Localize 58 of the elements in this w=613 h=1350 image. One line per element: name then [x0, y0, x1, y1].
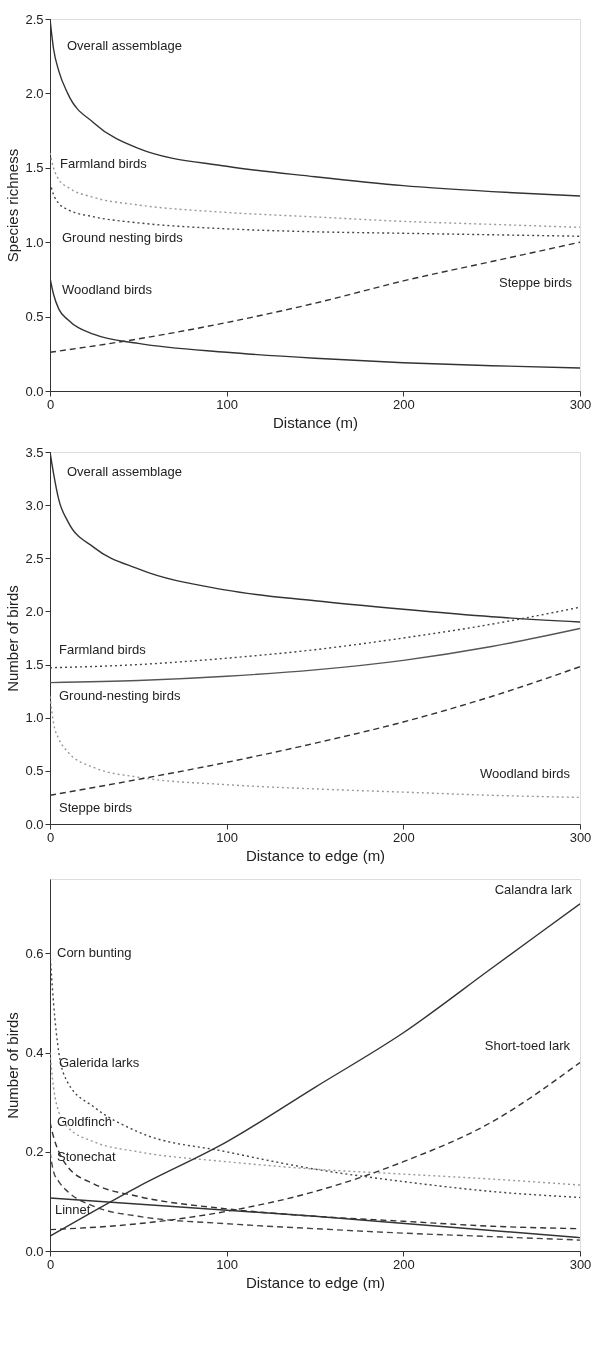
series-label: Overall assemblage: [67, 464, 182, 479]
x-axis-title: Distance to edge (m): [245, 1273, 386, 1291]
series-label: Farmland birds: [60, 155, 148, 171]
line-series: [50, 152, 580, 229]
series-label: Stonechat: [57, 1148, 116, 1164]
y-tick-label: 0.4: [25, 1045, 44, 1061]
y-axis-title: Species richness: [4, 148, 22, 263]
series-label: Calandra lark: [494, 881, 573, 897]
line-series: [50, 1151, 580, 1241]
series-label: Short-toed lark: [484, 1037, 571, 1053]
y-tick-label: 1.0: [25, 710, 44, 726]
series-label: Woodland birds: [479, 766, 571, 782]
y-tick-label: 1.0: [25, 234, 44, 250]
series-label: Goldfinch: [57, 1114, 112, 1130]
x-tick-label: 100: [216, 1256, 239, 1272]
x-axis-title: Distance to edge (m): [245, 846, 386, 864]
y-tick-label: 0.0: [25, 383, 44, 399]
line-series: [50, 1051, 580, 1186]
x-tick-label: 200: [392, 396, 415, 412]
series-label: Corn bunting: [57, 945, 132, 961]
x-tick-label: 100: [216, 829, 239, 845]
x-tick-label: 0: [46, 1256, 55, 1272]
series-label: Ground-nesting birds: [59, 687, 181, 703]
x-tick-label: 0: [46, 396, 55, 412]
series-label: Steppe birds: [59, 800, 133, 816]
x-tick-label: 300: [569, 1256, 592, 1272]
y-tick-label: 2.0: [25, 85, 44, 101]
y-tick-label: 0.0: [25, 816, 44, 832]
y-tick-label: 0.5: [25, 309, 44, 325]
y-tick-label: 3.0: [25, 497, 44, 513]
x-tick-label: 300: [569, 829, 592, 845]
y-tick-label: 0.2: [25, 1144, 44, 1160]
series-label: Steppe birds: [499, 275, 573, 291]
y-tick-label: 2.5: [25, 550, 44, 566]
series-label: Linnet: [55, 1201, 91, 1217]
series-label: Woodland birds: [62, 281, 153, 297]
y-tick-label: 3.5: [25, 444, 44, 460]
y-tick-label: 1.5: [25, 657, 44, 673]
x-tick-label: 200: [392, 1256, 415, 1272]
x-axis-title: Distance (m): [272, 413, 359, 431]
series-label: Ground nesting birds: [62, 229, 184, 245]
line-series: [50, 627, 580, 684]
x-tick-label: 100: [216, 396, 239, 412]
series-label: Galerida larks: [59, 1054, 140, 1070]
y-axis-title: Number of birds: [4, 585, 22, 692]
series-label: Overall assemblage: [67, 38, 182, 53]
y-axis-title: Number of birds: [4, 1012, 22, 1119]
y-tick-label: 0.0: [25, 1243, 44, 1259]
y-tick-label: 0.6: [25, 945, 44, 961]
y-tick-label: 1.5: [25, 160, 44, 176]
x-tick-label: 300: [569, 396, 592, 412]
y-tick-label: 2.0: [25, 603, 44, 619]
series-label: Farmland birds: [59, 641, 147, 657]
y-tick-label: 2.5: [25, 11, 44, 27]
x-tick-label: 0: [46, 829, 55, 845]
y-tick-label: 0.5: [25, 763, 44, 779]
x-tick-label: 200: [392, 829, 415, 845]
line-series: [50, 606, 580, 669]
